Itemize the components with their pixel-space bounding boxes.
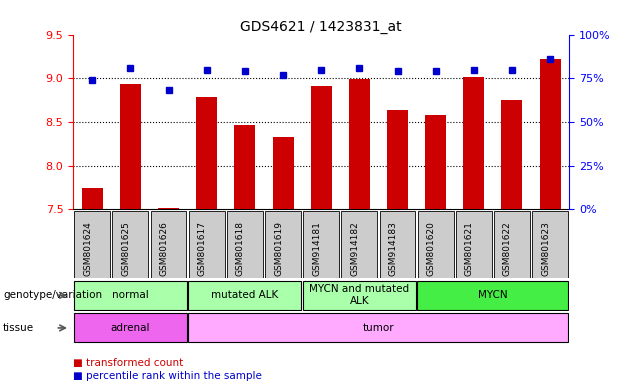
Text: MYCN and mutated
ALK: MYCN and mutated ALK xyxy=(309,285,410,306)
Bar xyxy=(342,211,377,278)
Bar xyxy=(303,211,339,278)
Bar xyxy=(494,211,530,278)
Bar xyxy=(303,281,416,310)
Title: GDS4621 / 1423831_at: GDS4621 / 1423831_at xyxy=(240,20,402,33)
Text: genotype/variation: genotype/variation xyxy=(3,290,102,300)
Text: ■ percentile rank within the sample: ■ percentile rank within the sample xyxy=(73,371,262,381)
Bar xyxy=(418,211,453,278)
Bar xyxy=(188,313,569,343)
Text: GSM801623: GSM801623 xyxy=(541,222,550,276)
Text: GSM801620: GSM801620 xyxy=(427,222,436,276)
Bar xyxy=(120,84,141,209)
Bar xyxy=(235,124,256,209)
Text: GSM801625: GSM801625 xyxy=(121,222,130,276)
Bar xyxy=(380,211,415,278)
Bar xyxy=(151,211,186,278)
Bar xyxy=(349,79,370,209)
Text: GSM801624: GSM801624 xyxy=(83,222,92,276)
Bar xyxy=(532,211,568,278)
Bar xyxy=(113,211,148,278)
Text: normal: normal xyxy=(112,290,149,300)
Text: GSM801622: GSM801622 xyxy=(503,222,512,276)
Bar xyxy=(227,211,263,278)
Bar xyxy=(463,77,485,209)
Bar xyxy=(273,137,294,209)
Bar xyxy=(311,86,332,209)
Bar xyxy=(265,211,301,278)
Bar xyxy=(456,211,492,278)
Bar xyxy=(197,98,218,209)
Text: tissue: tissue xyxy=(3,323,34,333)
Text: GSM914181: GSM914181 xyxy=(312,222,321,276)
Text: GSM914183: GSM914183 xyxy=(389,222,398,276)
Text: GSM801617: GSM801617 xyxy=(198,222,207,276)
Bar xyxy=(74,313,187,343)
Text: MYCN: MYCN xyxy=(478,290,508,300)
Bar xyxy=(417,281,569,310)
Text: GSM914182: GSM914182 xyxy=(350,222,359,276)
Bar xyxy=(81,188,103,209)
Bar xyxy=(189,211,225,278)
Bar xyxy=(188,281,301,310)
Bar xyxy=(74,281,187,310)
Bar xyxy=(74,211,110,278)
Text: GSM801621: GSM801621 xyxy=(465,222,474,276)
Bar xyxy=(501,100,523,209)
Bar xyxy=(540,59,561,209)
Text: adrenal: adrenal xyxy=(111,323,150,333)
Text: ■ transformed count: ■ transformed count xyxy=(73,358,183,368)
Text: tumor: tumor xyxy=(363,323,394,333)
Bar xyxy=(425,115,446,209)
Text: mutated ALK: mutated ALK xyxy=(211,290,279,300)
Bar xyxy=(387,110,408,209)
Text: GSM801618: GSM801618 xyxy=(236,222,245,276)
Text: GSM801619: GSM801619 xyxy=(274,222,283,276)
Text: GSM801626: GSM801626 xyxy=(160,222,169,276)
